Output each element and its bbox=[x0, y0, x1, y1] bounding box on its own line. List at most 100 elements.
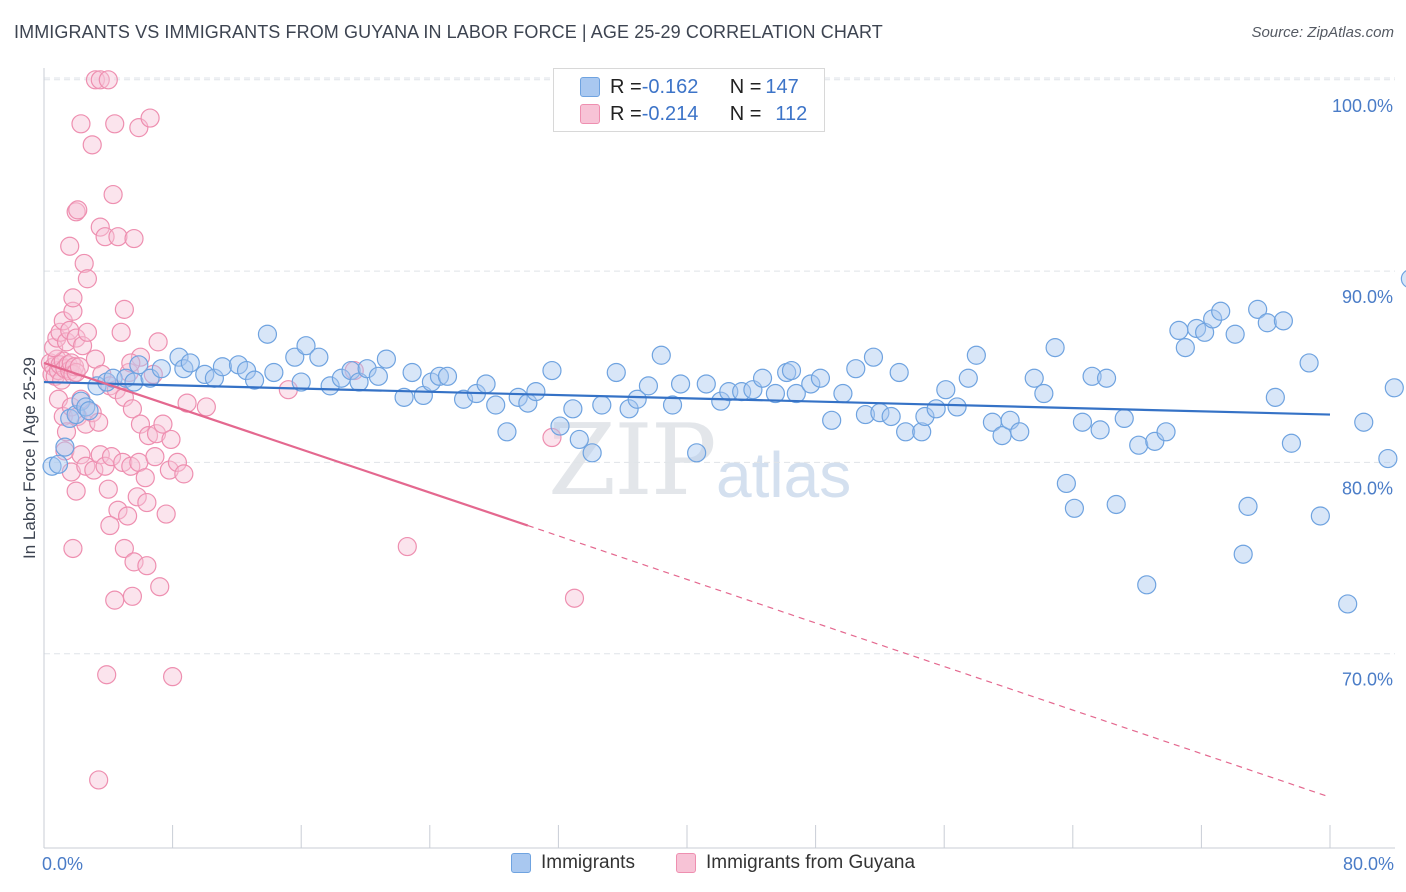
data-point bbox=[662, 395, 683, 415]
y-tick-label: 100.0% bbox=[1332, 96, 1393, 116]
data-point bbox=[103, 184, 123, 205]
data-point bbox=[48, 454, 69, 474]
data-point bbox=[1072, 412, 1093, 432]
data-point bbox=[159, 460, 179, 480]
data-point bbox=[55, 437, 75, 457]
data-point bbox=[1090, 420, 1110, 440]
data-point bbox=[542, 360, 562, 381]
data-point bbox=[1265, 387, 1285, 407]
data-point bbox=[564, 588, 585, 608]
data-point bbox=[569, 429, 589, 450]
x-tick-label: 0.0% bbox=[42, 854, 83, 874]
data-point bbox=[810, 368, 831, 388]
data-point bbox=[1238, 496, 1258, 516]
data-point bbox=[786, 383, 806, 404]
data-point bbox=[958, 368, 978, 388]
data-point bbox=[122, 586, 143, 606]
data-point bbox=[163, 667, 183, 687]
data-point bbox=[66, 328, 86, 348]
data-point bbox=[146, 424, 167, 444]
data-point bbox=[66, 481, 86, 501]
data-point bbox=[670, 374, 691, 394]
data-point bbox=[397, 536, 417, 557]
data-point bbox=[236, 360, 257, 381]
x-tick-label: 80.0% bbox=[1343, 854, 1394, 874]
data-point bbox=[1129, 435, 1149, 455]
data-point bbox=[394, 387, 414, 407]
data-point bbox=[124, 228, 144, 249]
data-point bbox=[153, 414, 173, 434]
data-point bbox=[1378, 448, 1398, 469]
data-point bbox=[341, 360, 361, 381]
data-point bbox=[1056, 473, 1076, 494]
data-point bbox=[1273, 311, 1293, 331]
data-point bbox=[156, 504, 176, 524]
data-point bbox=[244, 370, 265, 390]
data-point bbox=[550, 416, 570, 436]
y-axis-title: In Labor Force | Age 25-29 bbox=[20, 357, 39, 559]
data-point bbox=[63, 538, 83, 559]
legend-item-immigrants[interactable]: Immigrants bbox=[511, 852, 635, 874]
data-point bbox=[66, 362, 86, 383]
data-point bbox=[82, 135, 102, 155]
data-point bbox=[1175, 338, 1195, 358]
data-point bbox=[60, 236, 80, 256]
data-point bbox=[711, 391, 731, 411]
legend-n-value: 147 bbox=[765, 75, 799, 98]
data-point bbox=[1354, 412, 1374, 432]
legend-item-guyana[interactable]: Immigrants from Guyana bbox=[676, 852, 915, 874]
data-point bbox=[121, 353, 141, 373]
data-point bbox=[257, 324, 278, 344]
data-point bbox=[174, 464, 194, 484]
data-point bbox=[195, 364, 215, 385]
axes bbox=[43, 68, 1395, 849]
data-point bbox=[926, 399, 946, 419]
y-tick-label: 90.0% bbox=[1342, 287, 1393, 307]
data-point bbox=[592, 395, 612, 415]
legend-swatch-blue bbox=[580, 77, 600, 97]
data-point bbox=[1114, 408, 1134, 429]
data-point bbox=[296, 336, 316, 356]
data-point bbox=[151, 359, 171, 379]
data-point bbox=[687, 443, 707, 463]
data-point bbox=[1233, 544, 1253, 564]
data-point bbox=[915, 406, 935, 427]
data-point bbox=[1169, 320, 1189, 341]
data-point bbox=[497, 422, 517, 442]
legend-n-label: N = bbox=[729, 75, 762, 98]
correlation-legend: R = -0.162 N = 147 R = -0.214 N = 112 bbox=[553, 68, 825, 132]
data-point bbox=[212, 357, 233, 377]
data-point bbox=[912, 422, 932, 442]
data-point bbox=[1211, 301, 1231, 321]
data-point bbox=[429, 366, 450, 386]
data-point bbox=[71, 114, 91, 134]
data-point bbox=[130, 414, 151, 434]
legend-swatch-pink bbox=[676, 853, 696, 873]
watermark-zip: ZIP bbox=[548, 404, 717, 518]
data-point bbox=[111, 322, 131, 342]
data-point bbox=[368, 366, 388, 386]
series-legend: Immigrants Immigrants from Guyana bbox=[0, 852, 1406, 878]
data-point bbox=[264, 362, 284, 383]
data-point bbox=[105, 114, 125, 134]
data-point bbox=[1225, 324, 1245, 344]
data-point bbox=[167, 452, 188, 472]
source-label: Source: ZipAtlas.com bbox=[1251, 24, 1394, 41]
data-point bbox=[90, 217, 110, 237]
data-point bbox=[63, 301, 83, 321]
data-point bbox=[638, 376, 659, 396]
data-point bbox=[606, 362, 626, 383]
legend-label-immigrants: Immigrants bbox=[541, 852, 635, 873]
data-point bbox=[98, 70, 118, 90]
data-point bbox=[765, 383, 786, 404]
data-point bbox=[752, 368, 773, 388]
trend-lines bbox=[43, 361, 1331, 798]
data-point bbox=[889, 362, 909, 383]
data-point bbox=[105, 590, 125, 610]
legend-n-label: N = bbox=[729, 102, 762, 125]
trend-line-immigrants bbox=[43, 380, 1331, 416]
data-point bbox=[148, 332, 168, 352]
data-point bbox=[476, 374, 496, 394]
data-point bbox=[542, 427, 562, 448]
